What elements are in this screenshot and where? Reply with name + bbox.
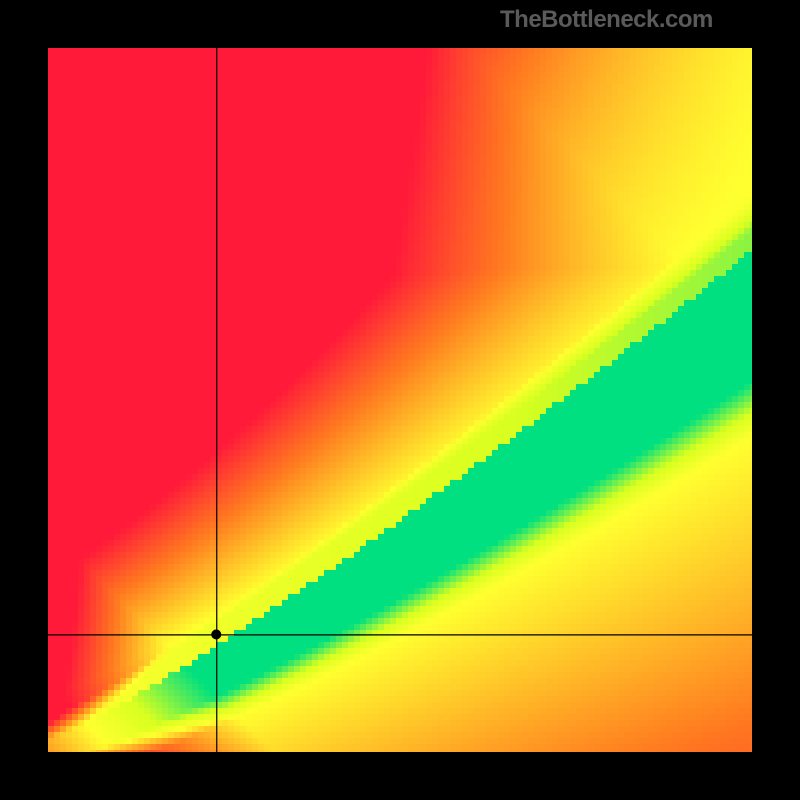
bottleneck-heatmap <box>0 0 800 800</box>
watermark-text: TheBottleneck.com <box>500 6 713 34</box>
